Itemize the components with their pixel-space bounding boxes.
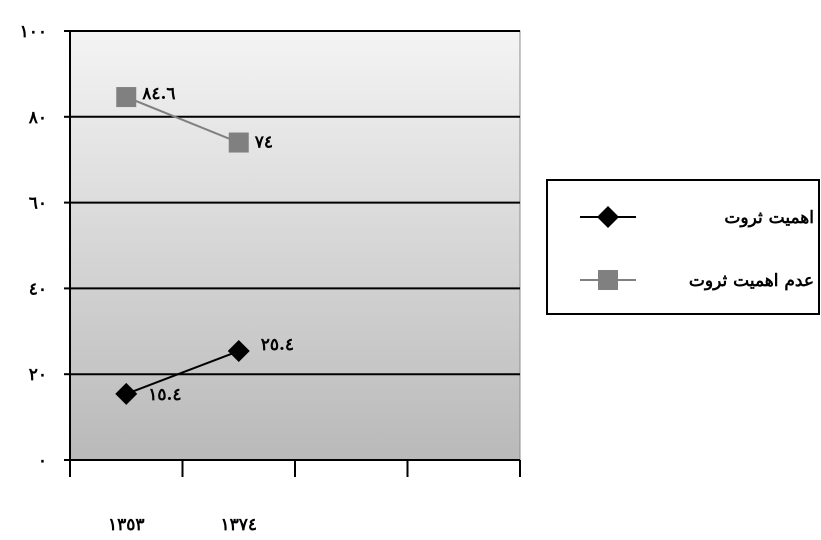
data-label: ٢٥.٤ [261, 335, 294, 355]
axes [64, 31, 520, 461]
y-tick-label: ٠ [38, 451, 47, 471]
data-point-marker [116, 87, 137, 108]
x-tick-label: ١٣٥٣ [108, 515, 145, 535]
data-label: ٨٤.٦ [141, 84, 175, 104]
series-markers [115, 87, 250, 405]
y-axis-ticks: ٠ ٢٠ ٤٠ ٦٠ ٨٠ ١٠٠ [20, 22, 70, 471]
data-point-marker [115, 382, 138, 405]
data-point-marker [228, 132, 249, 153]
legend-marker-icon [598, 270, 618, 290]
gridlines [70, 30, 520, 376]
series-line [125, 350, 240, 395]
y-tick-label: ٤٠ [29, 279, 47, 299]
y-tick-label: ٦٠ [29, 194, 47, 214]
legend: اهمیت ثروت عدم اهمیت ثروت [546, 179, 820, 315]
data-labels: ١٥.٤ ٢٥.٤ ٨٤.٦ ٧٤ [141, 84, 294, 405]
data-point-marker [227, 340, 250, 363]
legend-label: اهمیت ثروت [724, 208, 814, 228]
series-line [125, 96, 240, 144]
legend-marker-icon [597, 206, 619, 228]
data-label: ٧٤ [254, 133, 273, 153]
x-tick-label: ١٣٧٤ [220, 515, 257, 535]
x-axis-ticks: ١٣٥٣ ١٣٧٤ [69, 460, 521, 535]
series-lines [125, 96, 240, 395]
legend-box [546, 179, 820, 315]
y-tick-label: ١٠٠ [20, 22, 47, 42]
plot-area [69, 30, 521, 461]
data-label: ١٥.٤ [148, 385, 181, 405]
y-tick-label: ٨٠ [28, 108, 47, 128]
y-tick-label: ٢٠ [29, 365, 47, 385]
legend-label: عدم اهمیت ثروت [689, 271, 814, 291]
